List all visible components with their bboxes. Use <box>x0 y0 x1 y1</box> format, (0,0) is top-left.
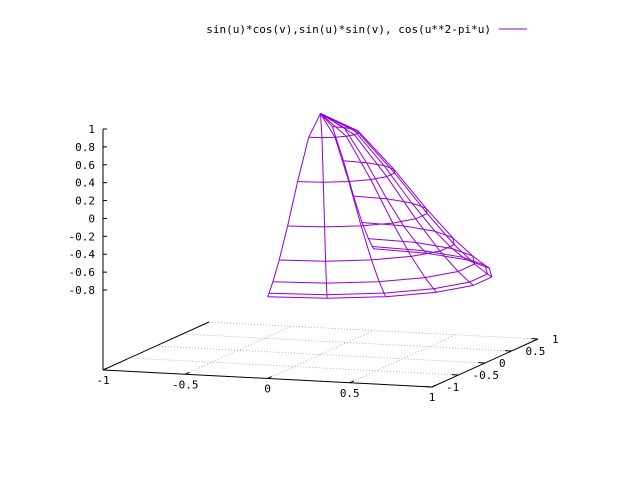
surface-v-line <box>320 113 492 278</box>
y-axis-back-line <box>102 321 210 371</box>
surface-v-line <box>320 113 387 297</box>
surface-v-line <box>320 113 428 254</box>
z-tick-label: 0 <box>88 212 95 225</box>
y-tick-label: 0.5 <box>526 345 546 358</box>
surface-v-line <box>320 113 468 261</box>
x-tick-mark <box>102 367 108 371</box>
surface-v-line <box>320 113 328 299</box>
z-tick-label: -0.6 <box>69 266 96 279</box>
z-tick-label: -0.4 <box>69 248 96 261</box>
x-tick-label: -1 <box>96 374 109 387</box>
grid-line-x <box>185 325 292 375</box>
x-tick-label: 1 <box>429 391 436 404</box>
surface-u-line <box>287 195 428 228</box>
y-tick-label: -1 <box>446 381 459 394</box>
x-tick-label: -0.5 <box>172 378 199 391</box>
y-tick-label: 1 <box>552 333 559 346</box>
y-tick-label: 0 <box>499 357 506 370</box>
z-axis-ticks: 1 0.8 0.6 0.4 0.2 0 -0.2 -0.4 -0.6 -0.8 <box>69 123 107 297</box>
z-tick-label: 0.2 <box>75 195 95 208</box>
legend: sin(u)*cos(v),sin(u)*sin(v), cos(u**2-pi… <box>206 23 527 36</box>
surface-u-line <box>267 248 493 299</box>
x-tick-mark <box>267 376 272 379</box>
grid-line-y <box>182 333 512 352</box>
grid-line-y <box>155 345 486 364</box>
x-tick-mark <box>185 371 190 375</box>
x-axis-ticks: -1 -0.5 0 0.5 1 <box>96 367 437 404</box>
surface-v-line <box>320 113 474 286</box>
x-tick-label: 0.5 <box>340 387 360 400</box>
surface-mesh <box>267 113 493 299</box>
surface-v-line <box>267 113 321 297</box>
z-tick-label: 0.6 <box>75 159 95 172</box>
grid-line-x <box>267 330 374 379</box>
surface-u-line <box>279 222 455 262</box>
surface-u-line <box>268 246 488 296</box>
surface-v-line <box>320 113 375 250</box>
z-tick-label: 0.8 <box>75 141 95 154</box>
z-tick-label: -0.8 <box>69 284 96 297</box>
x-tick-label: 0 <box>264 383 271 396</box>
grid-border <box>208 321 539 340</box>
z-tick-label: -0.2 <box>69 230 96 243</box>
y-axis-ticks: -1 -0.50 0.5 1 <box>425 333 559 394</box>
y-tick-label: -0.5 <box>473 369 500 382</box>
surface-v-line <box>320 113 490 269</box>
z-tick-label: 1 <box>88 123 95 136</box>
z-tick-label: 0.4 <box>75 177 95 190</box>
grid-line-x <box>349 334 456 384</box>
surface-v-line <box>320 113 437 293</box>
x-tick-mark <box>349 380 355 384</box>
grid-line-y <box>129 357 459 376</box>
x-tick-mark <box>431 384 437 388</box>
surface-u-line <box>272 238 476 284</box>
legend-label: sin(u)*cos(v),sin(u)*sin(v), cos(u**2-pi… <box>206 23 491 36</box>
